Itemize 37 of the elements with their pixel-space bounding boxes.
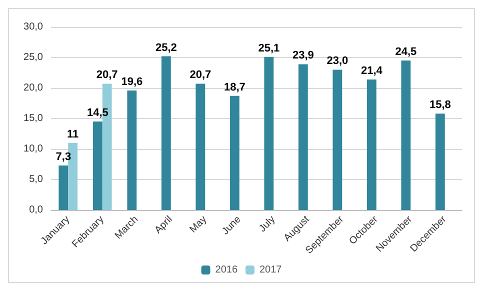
bar [298,64,308,210]
data-label: 15,8 [429,99,451,112]
bar [264,56,274,210]
data-label: 20,7 [190,69,212,82]
bar [127,90,137,210]
y-tick-label: 10,0 [24,144,44,154]
y-tick-label: 30,0 [24,22,44,32]
data-label: 25,2 [155,42,177,54]
y-tick-label: 20,0 [24,82,44,94]
y-tick-label: 15,0 [24,113,44,124]
data-label: 24,5 [395,46,417,58]
bar [58,165,68,210]
bar [92,122,102,210]
bar [332,70,342,210]
data-label: 20,7 [96,69,118,82]
data-label: 19,6 [121,76,143,88]
bar [196,84,206,210]
x-tick-label: May [188,214,210,236]
data-label: 7,3 [56,150,72,163]
bar [435,114,445,210]
bar [366,79,376,210]
bar [401,60,411,210]
data-label: 23,9 [292,50,314,62]
y-tick-label: 5,0 [29,174,44,185]
y-tick-label: 0,0 [29,204,44,216]
x-tick-label: July [257,214,278,234]
bar [161,56,171,210]
bar [230,96,240,210]
data-label: 25,1 [258,42,280,54]
data-label: 18,7 [224,81,246,94]
legend-label: 2017 [260,264,282,276]
y-tick-label: 25,0 [24,52,44,63]
legend-label: 2016 [215,264,238,276]
data-label: 23,0 [326,55,348,68]
data-label: 14,5 [86,107,108,120]
data-label: 11 [67,128,79,140]
data-label: 21,4 [360,64,384,77]
